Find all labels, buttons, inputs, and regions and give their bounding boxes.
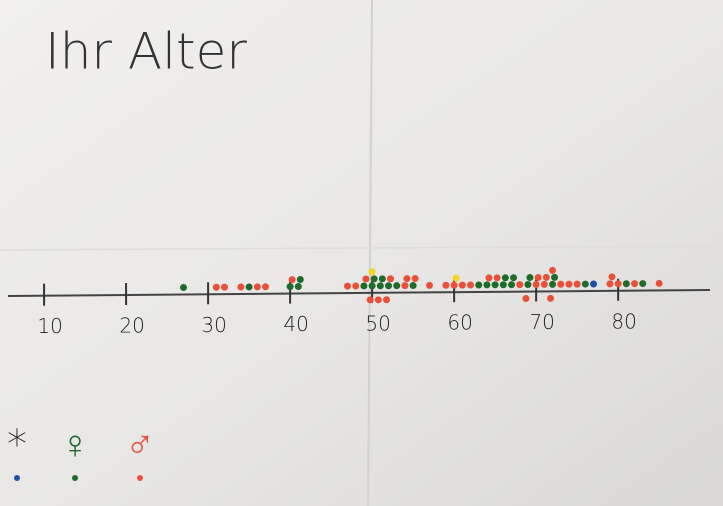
dot bbox=[622, 280, 630, 288]
dot bbox=[551, 273, 559, 281]
x-tick-label: 40 bbox=[283, 312, 308, 336]
dot bbox=[294, 283, 302, 291]
dot bbox=[508, 281, 516, 289]
dot bbox=[491, 281, 499, 289]
x-tick-label: 10 bbox=[37, 314, 62, 338]
dot bbox=[393, 282, 401, 290]
dot bbox=[366, 296, 374, 304]
dot bbox=[212, 283, 220, 291]
dot bbox=[581, 280, 589, 288]
fold bbox=[0, 245, 723, 251]
dot bbox=[475, 281, 483, 289]
dot bbox=[286, 283, 294, 291]
dot bbox=[370, 275, 378, 283]
x-tick-label: 50 bbox=[365, 311, 390, 335]
dot bbox=[374, 296, 382, 304]
dot bbox=[378, 275, 386, 283]
dot bbox=[253, 283, 261, 291]
dot bbox=[262, 283, 270, 291]
fold bbox=[367, 0, 373, 506]
dot bbox=[608, 273, 616, 281]
dot bbox=[368, 282, 376, 290]
dot bbox=[450, 281, 458, 289]
legend-dot bbox=[72, 475, 78, 481]
dot bbox=[631, 280, 639, 288]
legend-symbol: * bbox=[7, 422, 27, 468]
x-tick-label: 70 bbox=[529, 310, 554, 334]
dot bbox=[606, 280, 614, 288]
legend-dot bbox=[137, 475, 143, 481]
x-tick-label: 20 bbox=[119, 313, 144, 337]
dot bbox=[493, 274, 501, 282]
dot bbox=[485, 274, 493, 282]
dot bbox=[360, 282, 368, 290]
dot bbox=[526, 274, 534, 282]
dot bbox=[245, 283, 253, 291]
dot bbox=[542, 273, 550, 281]
dot bbox=[532, 280, 540, 288]
dot bbox=[403, 275, 411, 283]
dot bbox=[385, 282, 393, 290]
dot bbox=[499, 281, 507, 289]
dot bbox=[524, 281, 532, 289]
dot bbox=[296, 276, 304, 284]
dot bbox=[383, 296, 391, 304]
x-tick-label: 30 bbox=[201, 313, 226, 337]
dot bbox=[522, 295, 530, 303]
dot bbox=[549, 280, 557, 288]
x-tick-label: 60 bbox=[447, 311, 472, 335]
dot bbox=[452, 274, 460, 282]
dot bbox=[501, 274, 509, 282]
dot bbox=[409, 282, 417, 290]
dot bbox=[368, 268, 376, 276]
dot bbox=[237, 283, 245, 291]
dot bbox=[426, 281, 434, 289]
dot bbox=[387, 275, 395, 283]
dot bbox=[590, 280, 598, 288]
dot bbox=[510, 274, 518, 282]
dot bbox=[344, 282, 352, 290]
dot bbox=[288, 276, 296, 284]
dot bbox=[614, 280, 622, 288]
dot bbox=[655, 279, 663, 287]
dot bbox=[352, 282, 360, 290]
dot bbox=[483, 281, 491, 289]
dot bbox=[401, 282, 409, 290]
legend-dot bbox=[14, 475, 20, 481]
dot bbox=[639, 280, 647, 288]
dot bbox=[565, 280, 573, 288]
dot bbox=[467, 281, 475, 289]
dot bbox=[547, 294, 555, 302]
dot bbox=[180, 284, 187, 291]
legend-symbol: ♂ bbox=[125, 422, 155, 468]
title: Ihr Alter bbox=[45, 23, 247, 81]
dot bbox=[516, 281, 524, 289]
dot bbox=[411, 275, 419, 283]
dot bbox=[442, 281, 450, 289]
dot bbox=[573, 280, 581, 288]
dot bbox=[549, 266, 557, 274]
legend-symbol: ♀ bbox=[60, 422, 90, 468]
dot bbox=[540, 280, 548, 288]
x-tick-label: 80 bbox=[611, 309, 636, 333]
axis-line bbox=[7, 289, 711, 297]
dot bbox=[376, 282, 384, 290]
dot bbox=[458, 281, 466, 289]
dot bbox=[557, 280, 565, 288]
dot bbox=[362, 275, 370, 283]
dot bbox=[534, 273, 542, 281]
dot bbox=[221, 283, 229, 291]
